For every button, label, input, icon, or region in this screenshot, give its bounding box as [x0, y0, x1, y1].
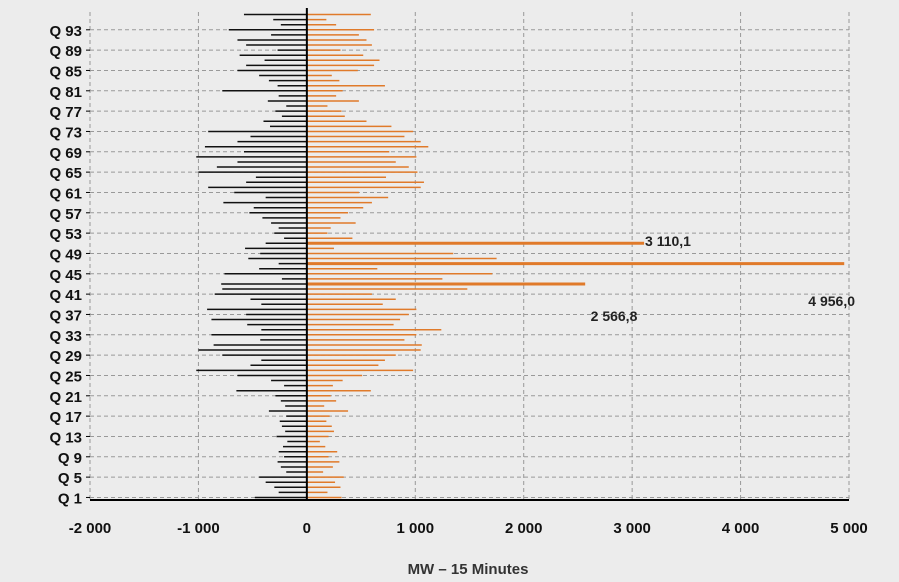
x-tick-label: 4 000 — [722, 520, 760, 537]
data-label: 4 956,0 — [808, 293, 855, 309]
x-tick-label: 3 000 — [613, 520, 651, 537]
y-tick-label: Q 57 — [49, 206, 82, 223]
y-tick-label: Q 81 — [49, 84, 82, 101]
y-tick-label: Q 17 — [49, 409, 82, 426]
y-tick-label: Q 29 — [49, 348, 82, 365]
y-tick-label: Q 93 — [49, 23, 82, 40]
x-axis-label: MW – 15 Minutes — [408, 561, 529, 578]
y-tick-label: Q 85 — [49, 63, 82, 80]
x-tick-label: -1 000 — [177, 520, 220, 537]
y-tick-label: Q 69 — [49, 145, 82, 162]
x-tick-label: 5 000 — [830, 520, 868, 537]
y-tick-label: Q 65 — [49, 165, 82, 182]
y-tick-label: Q 45 — [49, 267, 82, 284]
axes — [86, 8, 849, 501]
y-tick-label: Q 41 — [49, 287, 82, 304]
y-tick-label: Q 33 — [49, 328, 82, 345]
y-tick-labels: Q 1 Q 5 Q 9 Q 13 Q 17 Q 21 Q 25 Q 29 Q 33 Q 37 Q 4… — [49, 23, 82, 508]
grid-lines — [89, 12, 850, 500]
x-tick-label: -2 000 — [69, 520, 112, 537]
x-tick-label: 2 000 — [505, 520, 543, 537]
annotations: 3 110,1 4 956,0 2 566,8 — [591, 233, 856, 324]
y-tick-label: Q 21 — [49, 389, 82, 406]
y-tick-label: Q 25 — [49, 368, 82, 385]
y-tick-label: Q 9 — [58, 450, 82, 467]
y-tick-label: Q 13 — [49, 429, 82, 446]
y-tick-label: Q 61 — [49, 185, 82, 202]
data-label: 3 110,1 — [645, 233, 691, 249]
y-tick-label: Q 5 — [58, 470, 82, 487]
bars — [196, 13, 845, 499]
y-tick-label: Q 73 — [49, 124, 82, 141]
y-tick-label: Q 37 — [49, 307, 82, 324]
data-label: 2 566,8 — [591, 308, 638, 324]
x-tick-label: 1 000 — [397, 520, 435, 537]
y-tick-label: Q 77 — [49, 104, 82, 121]
x-tick-label: 0 — [303, 520, 311, 537]
y-tick-label: Q 53 — [49, 226, 82, 243]
y-tick-label: Q 89 — [49, 43, 82, 60]
y-tick-label: Q 1 — [58, 490, 82, 507]
y-tick-label: Q 49 — [49, 246, 82, 263]
x-tick-labels: -2 000 -1 000 0 1 000 2 000 3 000 4 000 5 000 — [69, 520, 868, 537]
